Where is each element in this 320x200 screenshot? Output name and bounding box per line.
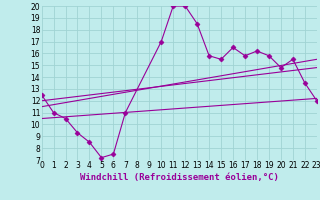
X-axis label: Windchill (Refroidissement éolien,°C): Windchill (Refroidissement éolien,°C): [80, 173, 279, 182]
